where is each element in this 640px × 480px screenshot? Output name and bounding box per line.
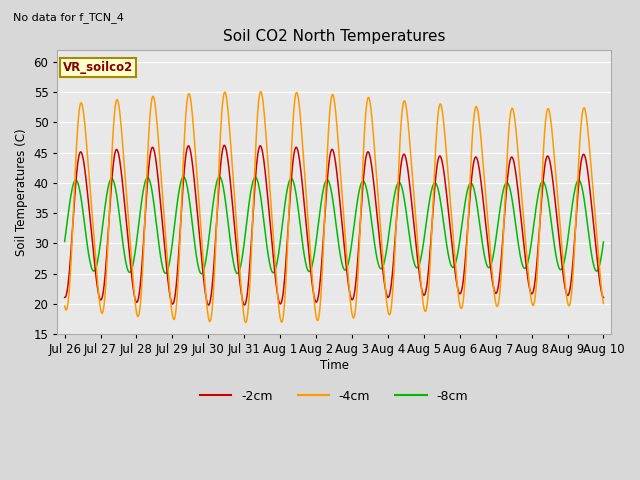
Text: No data for f_TCN_4: No data for f_TCN_4 — [13, 12, 124, 23]
Title: Soil CO2 North Temperatures: Soil CO2 North Temperatures — [223, 29, 445, 44]
Y-axis label: Soil Temperatures (C): Soil Temperatures (C) — [15, 128, 28, 256]
X-axis label: Time: Time — [319, 359, 349, 372]
Text: VR_soilco2: VR_soilco2 — [63, 61, 133, 74]
Legend: -2cm, -4cm, -8cm: -2cm, -4cm, -8cm — [195, 384, 473, 408]
